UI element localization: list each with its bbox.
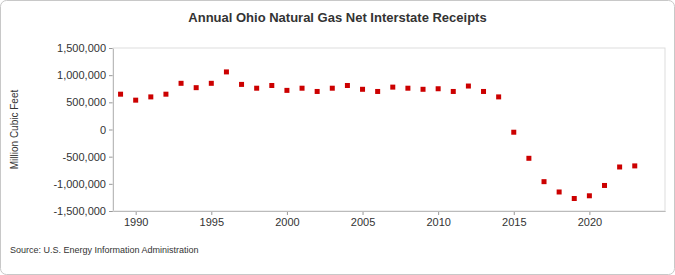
y-tick: 1,000,000 (57, 69, 113, 81)
x-tick-mark (589, 211, 590, 215)
y-tick-mark (109, 157, 113, 158)
point (345, 83, 350, 88)
y-tick: -1,500,000 (53, 205, 113, 217)
point (405, 86, 410, 91)
point (148, 94, 153, 99)
x-tick-mark (211, 211, 212, 215)
point (269, 83, 274, 88)
point (224, 69, 229, 74)
x-axis: 1990 1995 2000 2005 2010 2015 2020 (114, 211, 666, 228)
point (254, 86, 259, 91)
point (239, 82, 244, 87)
x-tick-label: 2005 (351, 216, 375, 228)
x-tick: 2010 (426, 211, 450, 228)
point (133, 98, 138, 103)
point (315, 89, 320, 94)
y-tick-mark (109, 102, 113, 103)
y-tick-label: -500,000 (63, 151, 106, 163)
x-tick: 2000 (275, 211, 299, 228)
y-tick-mark (109, 130, 113, 131)
point (179, 81, 184, 86)
point (284, 88, 289, 93)
y-tick-mark (109, 48, 113, 49)
y-tick-mark (109, 211, 113, 212)
x-tick: 2015 (502, 211, 526, 228)
x-tick: 2020 (578, 211, 602, 228)
y-tick-label: 1,500,000 (57, 42, 106, 54)
point (163, 92, 168, 97)
chart: Annual Ohio Natural Gas Net Interstate R… (0, 0, 675, 275)
y-tick-label: -1,000,000 (53, 178, 106, 190)
y-axis-title: Million Cubic Feet (9, 90, 20, 170)
point (496, 94, 501, 99)
source: Source: U.S. Energy Information Administ… (10, 245, 199, 255)
point (451, 89, 456, 94)
y-tick: 1,500,000 (57, 42, 113, 54)
x-tick-mark (287, 211, 288, 215)
y-axis: -1,500,000 -1,000,000 -500,000 0 500,000 1,00… (53, 42, 113, 217)
y-tick: 500,000 (66, 96, 113, 108)
points (118, 69, 637, 201)
y-tick-label: 500,000 (66, 96, 106, 108)
plot-frame (113, 48, 665, 211)
x-tick-label: 1995 (200, 216, 224, 228)
x-tick-label: 2010 (426, 216, 450, 228)
title: Annual Ohio Natural Gas Net Interstate R… (188, 10, 486, 25)
point (421, 87, 426, 92)
point (526, 156, 531, 161)
point (602, 183, 607, 188)
x-tick: 1990 (124, 211, 148, 228)
x-tick: 1995 (200, 211, 224, 228)
point (300, 86, 305, 91)
y-tick: 0 (100, 124, 113, 136)
point (118, 92, 123, 97)
point (481, 89, 486, 94)
point (542, 179, 547, 184)
point (587, 193, 592, 198)
x-tick-label: 2020 (578, 216, 602, 228)
y-tick-mark (109, 184, 113, 185)
point (209, 81, 214, 86)
point (632, 163, 637, 168)
point (360, 87, 365, 92)
x-tick: 2005 (351, 211, 375, 228)
background (1, 1, 675, 275)
point (390, 85, 395, 90)
point (330, 86, 335, 91)
x-tick-mark (363, 211, 364, 215)
y-tick-label: -1,500,000 (53, 205, 106, 217)
point (617, 164, 622, 169)
y-tick: -500,000 (63, 151, 113, 163)
y-tick-mark (109, 75, 113, 76)
y-tick-label: 1,000,000 (57, 69, 106, 81)
x-tick-mark (514, 211, 515, 215)
point (557, 189, 562, 194)
point (436, 86, 441, 91)
point (572, 196, 577, 201)
x-tick-label: 1990 (124, 216, 148, 228)
point (194, 85, 199, 90)
x-tick-label: 2000 (275, 216, 299, 228)
x-tick-mark (438, 211, 439, 215)
point (375, 89, 380, 94)
point (511, 130, 516, 135)
point (466, 84, 471, 89)
x-tick-mark (136, 211, 137, 215)
y-tick: -1,000,000 (53, 178, 113, 190)
x-tick-label: 2015 (502, 216, 526, 228)
y-tick-label: 0 (100, 124, 106, 136)
